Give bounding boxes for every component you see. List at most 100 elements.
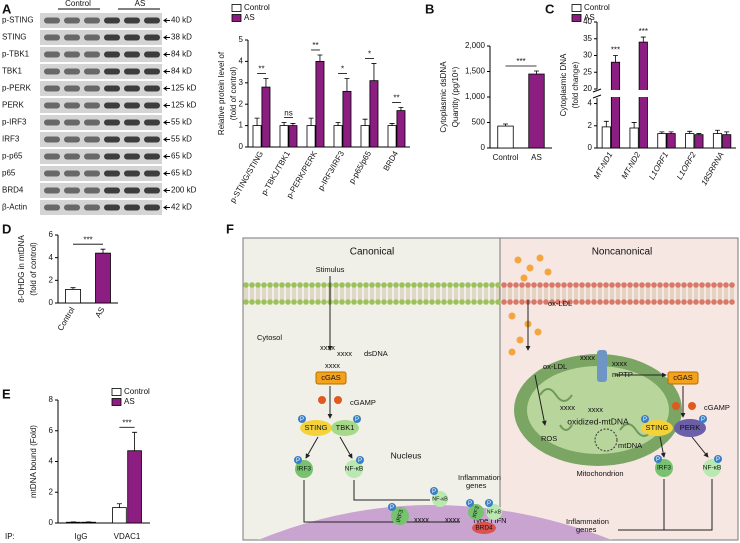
group-label: IP: (5, 532, 15, 541)
blot-strip (40, 132, 162, 147)
lipid-head (459, 282, 465, 288)
lipid-tail (718, 287, 722, 300)
band (44, 85, 60, 92)
blot-strip (40, 81, 162, 96)
lipid-head (627, 299, 633, 305)
blot-size: 84 kD (171, 67, 192, 76)
panel-label: C (545, 1, 555, 16)
bar (629, 127, 639, 149)
lipid-head (453, 299, 459, 305)
lipid-head (399, 299, 405, 305)
band (144, 153, 160, 160)
blot-size: 65 kD (171, 152, 192, 161)
bar (252, 125, 262, 148)
lipid-head (447, 282, 453, 288)
lipid-tail (628, 287, 632, 300)
arrow (659, 436, 666, 458)
bar (112, 507, 127, 524)
inflammation-genes: genes (466, 481, 487, 490)
lipid-tail (556, 287, 560, 300)
band (144, 68, 160, 75)
blot-row-label: p-TBK1 (2, 50, 30, 59)
phospho-dot (294, 456, 302, 464)
blot-strip (40, 115, 162, 130)
band (124, 34, 140, 41)
irf3-shape (468, 504, 484, 520)
band (64, 17, 80, 24)
band (84, 187, 100, 194)
lipid-tail (664, 287, 668, 300)
lipid-head (717, 282, 723, 288)
size-arrow (163, 188, 170, 193)
lipid-head (369, 282, 375, 288)
lipid-head (591, 299, 597, 305)
irf3: IRF3 (472, 506, 481, 519)
blot-size: 40 kD (171, 16, 192, 25)
lipid-head (693, 299, 699, 305)
arrow (618, 479, 713, 531)
lipid-tail (688, 287, 692, 300)
y-tick-label: 2 (588, 121, 593, 130)
y-tick-label: 1 (239, 121, 244, 130)
blot-group: Control (65, 0, 91, 8)
band (44, 102, 60, 109)
irf3: IRF3 (396, 508, 405, 523)
irf3-shape (391, 507, 409, 525)
error-bar (724, 131, 730, 135)
lipid-tail (652, 287, 656, 300)
lipid-tail (682, 287, 686, 300)
ox-ldl-particle (514, 256, 522, 264)
lipid-head (705, 299, 711, 305)
lipid-head (585, 282, 591, 288)
bar (288, 125, 298, 148)
y-tick-label: 4 (239, 57, 244, 66)
lipid-head (345, 282, 351, 288)
error-bar (344, 78, 350, 92)
lipid-head (555, 299, 561, 305)
lipid-head (525, 282, 531, 288)
band (104, 136, 120, 143)
band (144, 136, 160, 143)
inflammation-genes: Inflammation (566, 517, 609, 526)
band (84, 204, 100, 211)
bar (342, 90, 352, 148)
lipid-head (387, 282, 393, 288)
size-arrow (163, 171, 170, 176)
lipid-head (567, 299, 573, 305)
nucleus: Nucleus (391, 450, 422, 460)
band (124, 51, 140, 58)
band (64, 170, 80, 177)
sting-shape (300, 420, 332, 436)
blot-size: 42 kD (171, 203, 192, 212)
legend-swatch (111, 388, 122, 396)
y-axis-label: Cytoplasmic DNA (559, 53, 568, 116)
lipid-tail (724, 287, 728, 300)
bar (610, 61, 621, 149)
band (84, 136, 100, 143)
phospho-label: P (358, 458, 362, 464)
lipid-tail (316, 287, 320, 300)
lipid-head (339, 299, 345, 305)
nfkb: NF-κB (703, 465, 721, 472)
bar (315, 61, 325, 148)
band (84, 102, 100, 109)
lipid-head (615, 282, 621, 288)
lipid-head (255, 299, 261, 305)
x-tick-label: BRD4 (382, 149, 401, 172)
phospho-dot (654, 455, 662, 463)
dna-glyph: xxxx (414, 515, 429, 524)
blot-strip (40, 13, 162, 28)
y-tick-label: 3 (239, 78, 244, 87)
nfkb-shape (703, 459, 721, 477)
error-bar (603, 120, 609, 127)
error-bar (116, 503, 122, 508)
legend-label: Control (124, 387, 150, 396)
band (144, 170, 160, 177)
cgamp-icon (688, 402, 696, 410)
band (44, 17, 60, 24)
blot-size: 65 kD (171, 169, 192, 178)
lipid-head (405, 282, 411, 288)
size-arrow (163, 205, 170, 210)
tbk1: TBK1 (336, 423, 355, 432)
lipid-tail (394, 287, 398, 300)
